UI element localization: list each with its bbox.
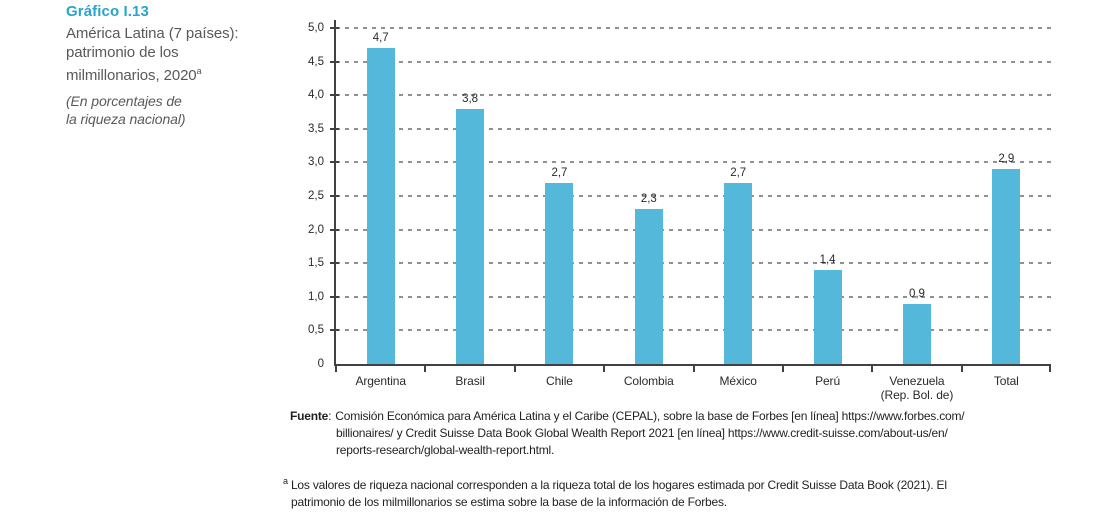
x-axis-tick [335, 364, 337, 372]
x-axis-tick [513, 364, 516, 372]
gridline [336, 195, 1051, 197]
gridline [336, 127, 1051, 130]
y-axis-tick [330, 295, 339, 298]
bar-value-label: 2,7 [551, 166, 568, 179]
x-axis-labels: Argentina Brasil Chile Colombia México Perú Ve… [336, 374, 1051, 402]
source-text: Comisión Económica para América Latina y… [335, 409, 965, 457]
source-label: Fuente [290, 409, 329, 423]
y-axis-line [334, 20, 336, 364]
x-axis-category-label: México [719, 374, 757, 388]
bar [456, 108, 485, 364]
figure-title-footnote-marker: a [196, 66, 202, 76]
gridline [336, 94, 1051, 97]
bar-value-label: 2,3 [640, 193, 657, 206]
figure-title-text: América Latina (7 países): patrimonio de… [66, 25, 239, 84]
bar-value-label: 4,7 [372, 32, 389, 45]
bar [545, 182, 574, 364]
x-axis-category-label: Chile [546, 374, 573, 388]
bar-chart-plot: Argentina Brasil Chile Colombia México Perú Ve… [308, 20, 1051, 402]
bar-value-label: 2,9 [998, 153, 1015, 166]
figure-subtitle: (En porcentajes de la riqueza nacional) [66, 93, 186, 127]
y-axis-tick-label: 4,0 [308, 89, 324, 102]
x-axis-tick [781, 364, 784, 372]
y-axis-tick [330, 60, 339, 63]
source-paragraph: Fuente: Comisión Económica para América L… [290, 408, 1114, 459]
y-axis-tick-label: 1,0 [308, 290, 324, 303]
footnote-block: a Los valores de riqueza nacional corres… [283, 473, 1113, 511]
x-axis-category-label: Venezuela (Rep. Bol. de) [880, 374, 954, 402]
gridline [336, 295, 1051, 298]
x-axis-tick [960, 364, 963, 372]
figure-title: América Latina (7 países): patrimonio de… [66, 24, 288, 85]
gridline [336, 228, 1051, 231]
y-axis-tick [330, 262, 339, 265]
source-block: Fuente: Comisión Económica para América L… [290, 408, 1114, 459]
x-axis-category-label: Total [993, 374, 1019, 388]
x-axis-category-label: Brasil [455, 374, 485, 388]
y-axis-tick [330, 161, 339, 164]
source-separator: : [328, 409, 332, 423]
y-axis-tick-label: 0,5 [308, 324, 324, 337]
y-axis-tick-label: 3,5 [308, 122, 324, 135]
y-axis-tick-label: 2,0 [308, 223, 324, 236]
y-axis-tick-label: 2,5 [308, 190, 324, 202]
bar-value-label: 3,8 [462, 92, 479, 105]
footnote-marker: a [283, 476, 288, 486]
bar [902, 303, 931, 364]
x-axis-category-label: Perú [815, 374, 841, 388]
x-axis-tick [871, 364, 874, 372]
x-axis-tick [692, 364, 695, 372]
bar [813, 269, 842, 364]
figure-header: Gráfico I.13 América Latina (7 países): … [66, 3, 288, 128]
gridline [336, 329, 1051, 332]
y-axis-tick-label: 1,5 [308, 257, 324, 270]
bar [724, 182, 753, 364]
footnote-text: Los valores de riqueza nacional correspo… [290, 478, 947, 509]
footnote-paragraph: a Los valores de riqueza nacional corres… [283, 473, 1113, 511]
bar [634, 209, 663, 364]
gridline [336, 27, 1051, 29]
bar-value-label: 2,7 [730, 166, 747, 179]
gridline [336, 262, 1051, 265]
y-axis-tick-label: 5,0 [308, 22, 324, 34]
y-axis-tick-label: 0 [317, 358, 324, 370]
figure-number: Gráfico I.13 [66, 3, 149, 20]
y-axis-tick [330, 228, 339, 231]
bar [992, 169, 1021, 364]
bar [366, 48, 395, 364]
y-axis-tick-label: 3,0 [308, 156, 324, 169]
gridline [336, 60, 1051, 63]
y-axis-tick [330, 195, 339, 197]
x-axis-tick [1049, 364, 1051, 372]
bar-value-label: 0,9 [908, 287, 925, 300]
x-axis-category-label: Argentina [355, 374, 406, 388]
y-axis-tick [330, 329, 339, 332]
y-axis-tick-label: 4,5 [308, 55, 324, 68]
x-axis-tick [424, 364, 427, 372]
y-axis-tick [330, 27, 339, 29]
gridline [336, 161, 1051, 164]
y-axis-tick [330, 127, 339, 130]
x-axis-tick [603, 364, 606, 372]
y-axis-tick [330, 94, 339, 97]
x-axis-category-label: Colombia [623, 374, 674, 388]
bar-value-label: 1,4 [819, 253, 836, 266]
